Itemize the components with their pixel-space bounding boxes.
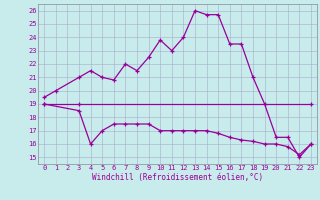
X-axis label: Windchill (Refroidissement éolien,°C): Windchill (Refroidissement éolien,°C) bbox=[92, 173, 263, 182]
